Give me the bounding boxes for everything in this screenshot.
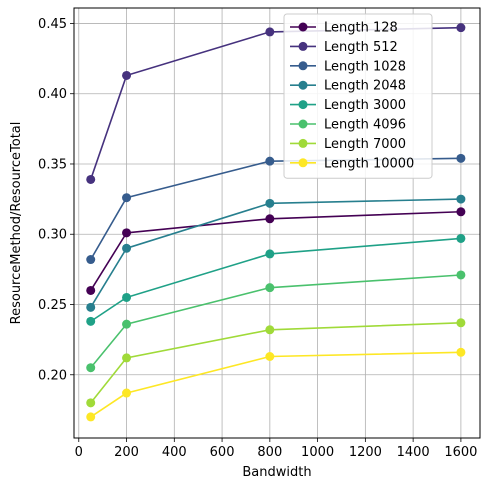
data-point bbox=[86, 316, 96, 326]
legend-marker bbox=[298, 119, 308, 129]
x-tick-label: 1400 bbox=[397, 445, 430, 460]
legend-label: Length 1028 bbox=[324, 59, 406, 74]
legend-label: Length 128 bbox=[324, 21, 398, 36]
series-group bbox=[86, 233, 466, 326]
y-tick-label: 0.35 bbox=[38, 157, 67, 172]
series-group bbox=[86, 318, 466, 408]
x-tick-label: 400 bbox=[162, 445, 187, 460]
data-point bbox=[265, 283, 275, 293]
legend-marker bbox=[298, 100, 308, 110]
data-point bbox=[265, 214, 275, 224]
data-point bbox=[456, 233, 466, 243]
legend-marker bbox=[298, 80, 308, 90]
y-tick-label: 0.25 bbox=[38, 298, 67, 313]
legend-marker bbox=[298, 158, 308, 168]
series-line bbox=[90, 237, 461, 323]
data-point bbox=[122, 193, 132, 203]
legend-label: Length 512 bbox=[324, 40, 398, 55]
x-tick-label: 200 bbox=[114, 445, 139, 460]
series-line bbox=[90, 351, 461, 418]
data-point bbox=[122, 292, 132, 302]
legend-marker bbox=[298, 138, 308, 148]
x-tick-label: 1200 bbox=[349, 445, 382, 460]
series-line bbox=[90, 198, 461, 308]
data-point bbox=[122, 243, 132, 253]
y-tick-label: 0.30 bbox=[38, 228, 67, 243]
data-point bbox=[456, 23, 466, 33]
legend-label: Length 10000 bbox=[324, 156, 414, 171]
data-point bbox=[265, 198, 275, 208]
x-tick-label: 0 bbox=[75, 445, 83, 460]
data-point bbox=[265, 351, 275, 361]
series-layer bbox=[86, 23, 466, 422]
legend-label: Length 2048 bbox=[324, 79, 406, 94]
data-point bbox=[456, 153, 466, 163]
data-point bbox=[456, 347, 466, 357]
legend-label: Length 4096 bbox=[324, 118, 406, 133]
series-line bbox=[90, 274, 461, 369]
x-tick-label: 1600 bbox=[444, 445, 477, 460]
data-point bbox=[86, 412, 96, 422]
data-point bbox=[456, 194, 466, 204]
plot-frame bbox=[73, 7, 481, 439]
series-line bbox=[90, 321, 461, 404]
data-point bbox=[265, 27, 275, 37]
y-axis-label: ResourceMethod/ResourceTotal bbox=[9, 122, 24, 325]
data-point bbox=[86, 255, 96, 265]
data-point bbox=[86, 174, 96, 184]
legend-marker bbox=[298, 22, 308, 32]
data-point bbox=[86, 363, 96, 373]
data-point bbox=[86, 398, 96, 408]
axis-ticks: 0 200 400 600 800 1000 1200 1400 1600 0.20 0.25 0.3… bbox=[38, 17, 477, 460]
series-group bbox=[86, 194, 466, 312]
legend-label: Length 7000 bbox=[324, 137, 406, 152]
data-point bbox=[122, 353, 132, 363]
series-group bbox=[86, 347, 466, 422]
data-point bbox=[122, 319, 132, 329]
legend-box bbox=[283, 13, 433, 179]
data-point bbox=[456, 207, 466, 217]
data-point bbox=[86, 302, 96, 312]
data-point bbox=[265, 249, 275, 259]
data-point bbox=[265, 156, 275, 166]
legend-marker bbox=[298, 61, 308, 71]
x-tick-label: 600 bbox=[210, 445, 235, 460]
series-group bbox=[86, 270, 466, 373]
data-point bbox=[86, 285, 96, 295]
series-group bbox=[86, 207, 466, 295]
legend: Length 128 Length 512 Length 1028 Length 20… bbox=[283, 13, 433, 179]
x-tick-label: 800 bbox=[257, 445, 282, 460]
y-tick-label: 0.45 bbox=[38, 17, 67, 32]
data-point bbox=[265, 325, 275, 335]
y-tick-label: 0.20 bbox=[38, 368, 67, 383]
data-point bbox=[122, 228, 132, 238]
x-axis-label: Bandwidth bbox=[242, 465, 311, 480]
legend-label: Length 3000 bbox=[324, 98, 406, 113]
y-tick-label: 0.40 bbox=[38, 87, 67, 102]
data-point bbox=[122, 70, 132, 80]
x-tick-label: 1000 bbox=[301, 445, 334, 460]
data-point bbox=[122, 388, 132, 398]
legend-marker bbox=[298, 41, 308, 51]
data-point bbox=[456, 318, 466, 328]
data-point bbox=[456, 270, 466, 280]
